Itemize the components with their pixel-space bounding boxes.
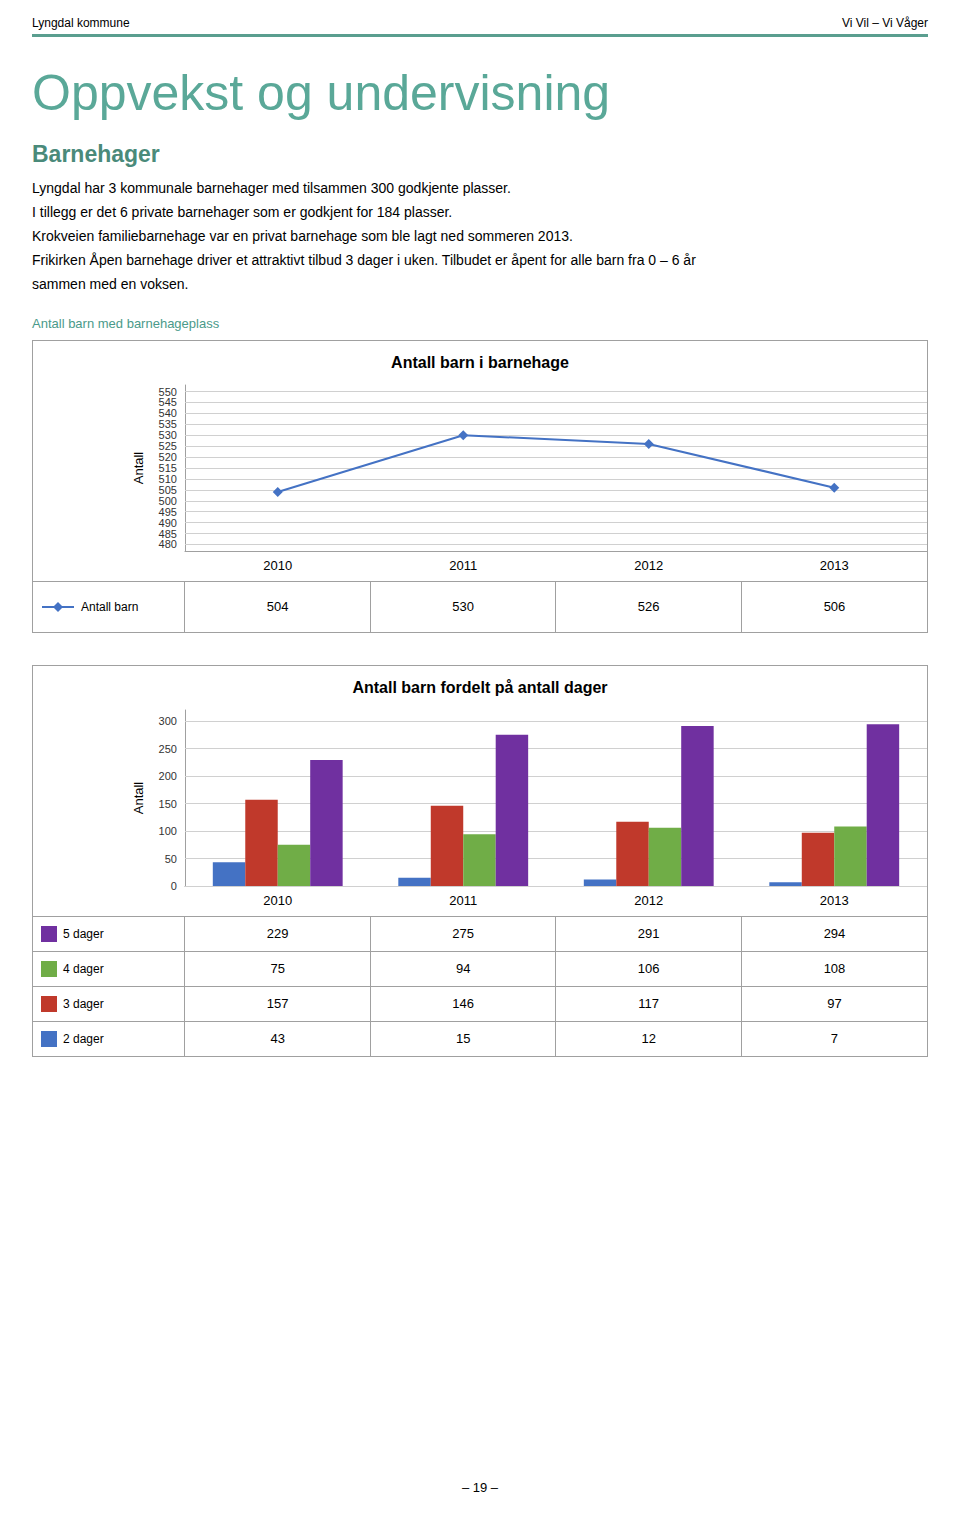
svg-text:150: 150 bbox=[159, 797, 177, 809]
html-text:117: 117 bbox=[638, 996, 660, 1011]
html-text:43: 43 bbox=[270, 1031, 285, 1047]
html-text:– 19 –: – 19 – bbox=[461, 1480, 499, 1495]
svg-text:Antall: Antall bbox=[131, 781, 146, 814]
svg-text:2010: 2010 bbox=[263, 893, 292, 908]
html-text:sammen med en voksen.: sammen med en voksen. bbox=[32, 276, 189, 292]
svg-text:Antall barn fordelt på antall: Antall barn fordelt på antall dager bbox=[352, 678, 607, 695]
svg-text:200: 200 bbox=[159, 770, 177, 782]
svg-text:2011: 2011 bbox=[449, 893, 477, 908]
html-text:Krokveien familiebarnehage var: Krokveien familiebarnehage var en privat… bbox=[32, 228, 573, 244]
html-text:Antall barn med barnehageplass: Antall barn med barnehageplass bbox=[32, 316, 220, 331]
svg-text:505: 505 bbox=[159, 484, 177, 496]
svg-text:495: 495 bbox=[159, 506, 177, 518]
svg-text:500: 500 bbox=[159, 495, 177, 507]
svg-text:520: 520 bbox=[159, 451, 177, 463]
html-text:15: 15 bbox=[456, 1031, 471, 1047]
svg-text:515: 515 bbox=[159, 462, 177, 474]
html-text:504: 504 bbox=[266, 599, 289, 615]
html-text:506: 506 bbox=[823, 599, 846, 615]
html-text:Antall barn: Antall barn bbox=[81, 600, 139, 615]
svg-text:485: 485 bbox=[159, 528, 177, 540]
html-text:294: 294 bbox=[823, 926, 846, 941]
svg-text:480: 480 bbox=[159, 538, 177, 550]
html-text:Lyngdal kommune: Lyngdal kommune bbox=[32, 16, 130, 30]
html-text:7: 7 bbox=[830, 1031, 839, 1047]
svg-text:2013: 2013 bbox=[820, 558, 849, 573]
html-text:291: 291 bbox=[637, 926, 660, 941]
svg-text:535: 535 bbox=[159, 418, 177, 430]
html-text:Vi Vil – Vi Våger: Vi Vil – Vi Våger bbox=[841, 16, 928, 30]
svg-text:100: 100 bbox=[159, 825, 177, 837]
svg-text:50: 50 bbox=[165, 852, 177, 864]
html-text:146: 146 bbox=[452, 996, 475, 1011]
svg-text:Antall: Antall bbox=[131, 452, 146, 485]
html-text:75: 75 bbox=[270, 961, 285, 976]
html-text:4 dager: 4 dager bbox=[63, 961, 104, 976]
svg-text:300: 300 bbox=[159, 715, 177, 727]
html-text:Frikirken Åpen barnehage drive: Frikirken Åpen barnehage driver et attra… bbox=[32, 252, 696, 268]
html-text:526: 526 bbox=[637, 599, 660, 615]
svg-text:2011: 2011 bbox=[449, 558, 477, 573]
svg-text:2012: 2012 bbox=[634, 558, 663, 573]
svg-text:490: 490 bbox=[159, 517, 177, 529]
html-text:5 dager: 5 dager bbox=[63, 926, 104, 941]
svg-text:2013: 2013 bbox=[820, 893, 849, 908]
svg-text:525: 525 bbox=[159, 440, 177, 452]
svg-text:510: 510 bbox=[159, 473, 177, 485]
html-text:12: 12 bbox=[641, 1031, 656, 1047]
html-text:530: 530 bbox=[452, 599, 475, 615]
svg-text:545: 545 bbox=[159, 396, 177, 408]
svg-text:540: 540 bbox=[159, 407, 177, 419]
html-text:Lyngdal har 3 kommunale barneh: Lyngdal har 3 kommunale barnehager med t… bbox=[32, 180, 511, 196]
svg-text:550: 550 bbox=[159, 386, 177, 398]
html-text:97: 97 bbox=[827, 996, 842, 1011]
html-text:106: 106 bbox=[637, 961, 660, 976]
svg-text:0: 0 bbox=[171, 880, 177, 892]
svg-text:530: 530 bbox=[159, 429, 177, 441]
html-text:275: 275 bbox=[452, 926, 475, 941]
svg-text:2010: 2010 bbox=[263, 558, 292, 573]
html-text:229: 229 bbox=[266, 926, 289, 941]
html-text:157: 157 bbox=[266, 996, 289, 1011]
html-text:Oppvekst og undervisning: Oppvekst og undervisning bbox=[32, 65, 611, 121]
html-text:I tillegg er det 6 private bar: I tillegg er det 6 private barnehager so… bbox=[32, 204, 453, 220]
html-text:94: 94 bbox=[456, 961, 471, 976]
html-text:2 dager: 2 dager bbox=[63, 1031, 104, 1046]
html-text:Barnehager: Barnehager bbox=[32, 141, 160, 167]
html-text:108: 108 bbox=[823, 961, 846, 976]
svg-text:Antall barn i barnehage: Antall barn i barnehage bbox=[391, 354, 569, 371]
html-text:3 dager: 3 dager bbox=[63, 996, 104, 1011]
svg-text:2012: 2012 bbox=[634, 893, 663, 908]
svg-text:250: 250 bbox=[159, 742, 177, 754]
